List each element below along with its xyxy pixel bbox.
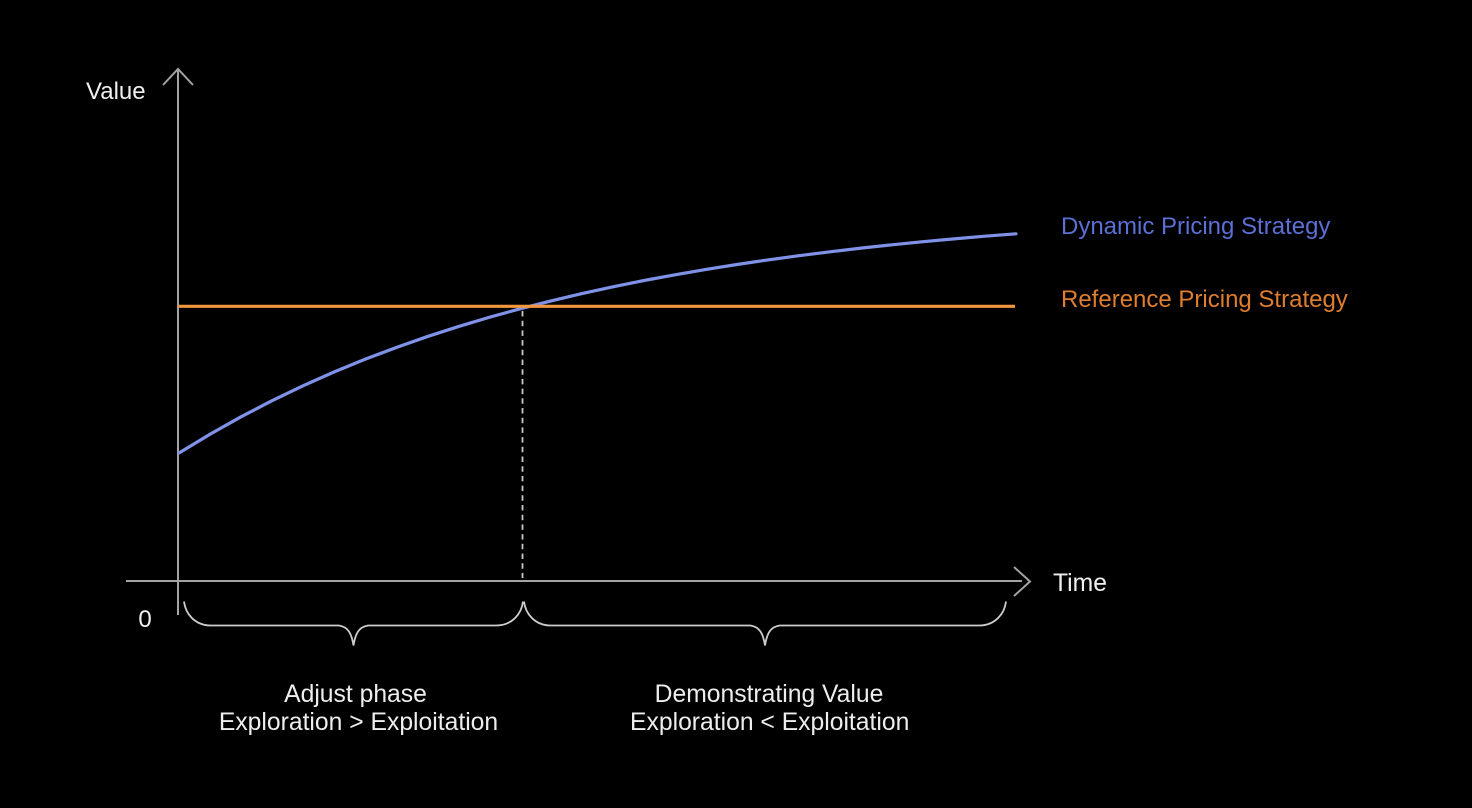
svg-text:0: 0 [138,606,151,633]
svg-text:Demonstrating Value: Demonstrating Value [655,681,884,708]
svg-text:Dynamic Pricing Strategy: Dynamic Pricing Strategy [1061,213,1330,240]
svg-text:Adjust phase: Adjust phase [284,681,427,708]
svg-text:Reference Pricing Strategy: Reference Pricing Strategy [1061,286,1348,313]
svg-text:Value: Value [86,78,146,105]
svg-text:Exploration < Exploitation: Exploration < Exploitation [630,709,909,736]
svg-text:Exploration > Exploitation: Exploration > Exploitation [219,709,498,736]
svg-text:Time: Time [1053,570,1107,597]
